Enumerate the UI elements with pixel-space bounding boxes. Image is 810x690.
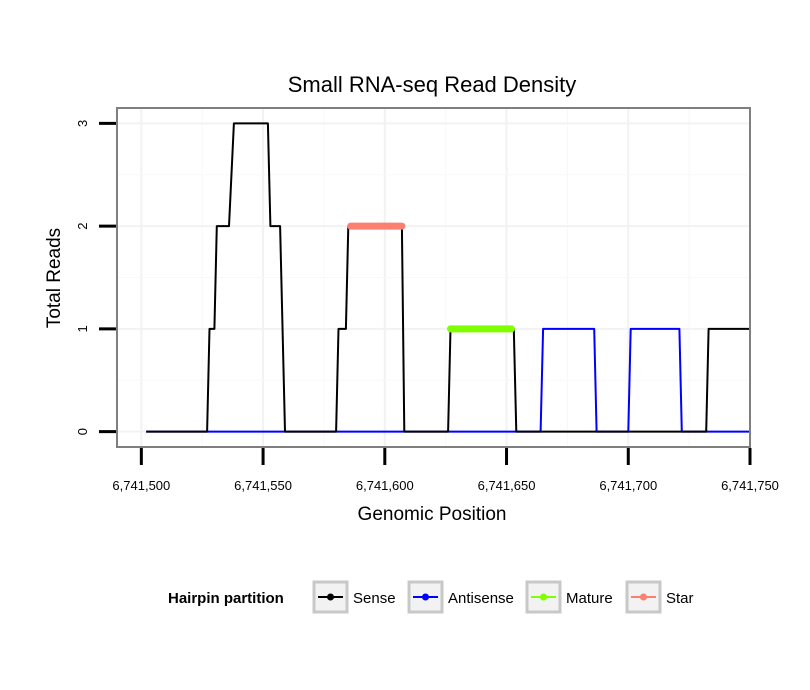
legend-key-dot — [640, 593, 647, 601]
series-layer — [146, 122, 750, 433]
legend-label-star: Star — [666, 590, 694, 607]
y-axis: 0 1 2 3 — [75, 120, 116, 435]
x-axis-title: Genomic Position — [358, 504, 507, 525]
x-tick-label: 6,741,600 — [356, 478, 414, 493]
x-tick-label: 6,741,550 — [234, 478, 292, 493]
x-tick-label: 6,741,650 — [478, 478, 536, 493]
x-axis: 6,741,500 6,741,550 6,741,600 6,741,650 6,74… — [112, 448, 779, 493]
y-tick-label: 0 — [75, 428, 90, 435]
legend-key-dot — [327, 593, 334, 601]
y-axis-title: Total Reads — [44, 228, 65, 328]
x-tick-label: 6,741,700 — [599, 478, 657, 493]
legend-label-antisense: Antisense — [448, 590, 514, 607]
x-tick-label: 6,741,500 — [112, 478, 170, 493]
legend-key-dot — [422, 593, 429, 601]
legend-title: Hairpin partition — [168, 590, 284, 607]
legend: Hairpin partition Sense Antisense Mature St… — [168, 580, 694, 614]
series-line-sense — [146, 122, 750, 433]
y-tick-label: 3 — [75, 120, 90, 127]
legend-label-sense: Sense — [353, 590, 396, 607]
legend-label-mature: Mature — [566, 590, 613, 607]
plot-border — [116, 107, 751, 448]
chart-title: Small RNA-seq Read Density — [288, 72, 577, 97]
x-tick-label: 6,741,750 — [721, 478, 779, 493]
legend-key-dot — [540, 593, 547, 601]
y-tick-label: 2 — [75, 223, 90, 230]
y-tick-label: 1 — [75, 325, 90, 332]
